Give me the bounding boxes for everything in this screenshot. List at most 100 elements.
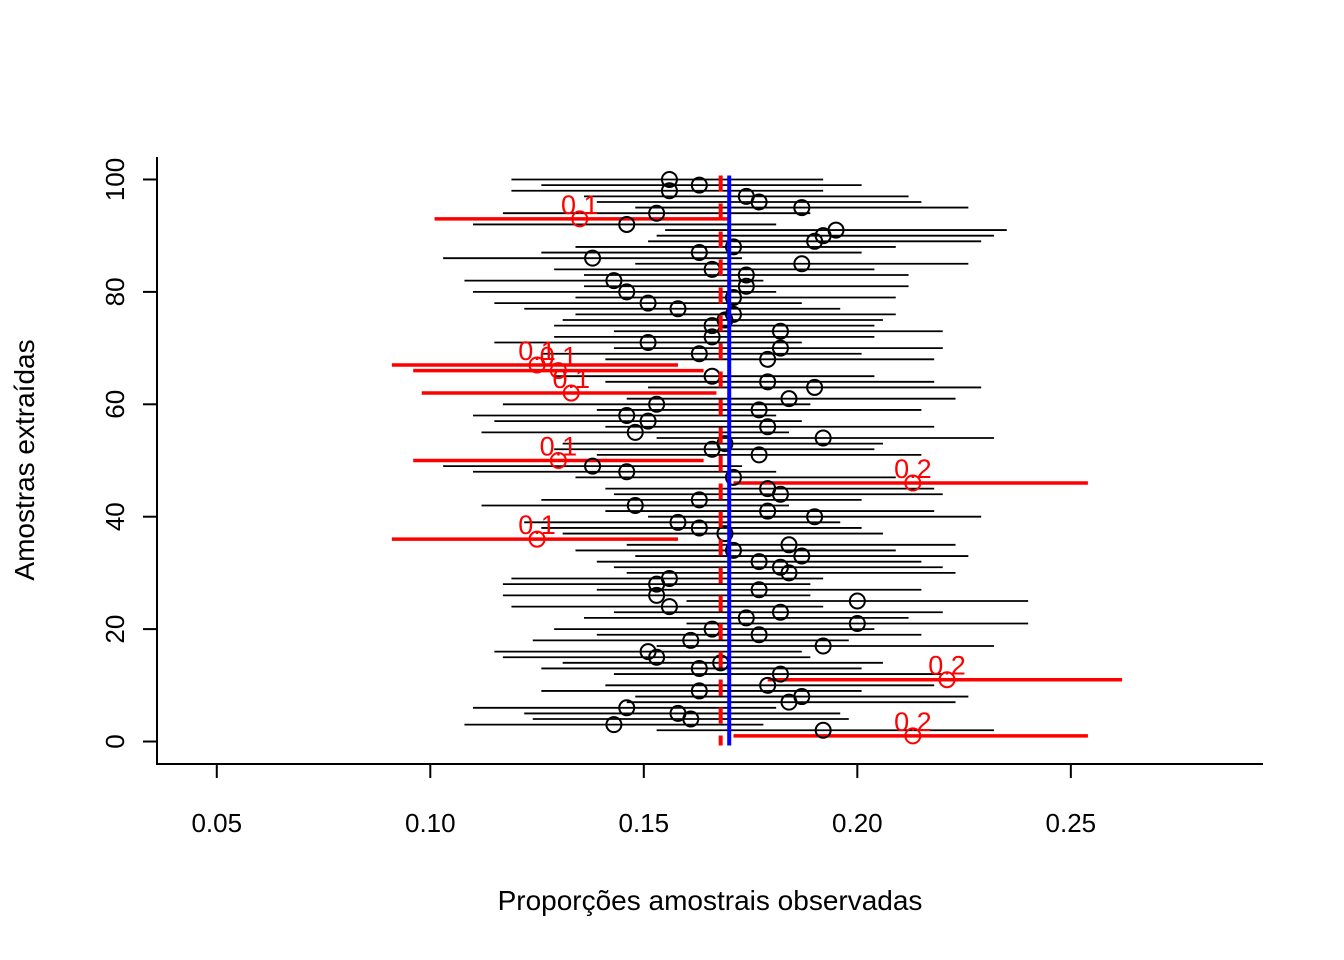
estimate-point [750,581,768,599]
estimate-point [759,373,777,391]
estimate-point [814,637,832,655]
estimate-point [724,289,742,307]
outlier-label: 0.2 [928,651,966,681]
estimate-point [660,170,678,188]
estimate-point [660,570,678,588]
estimate-point [724,541,742,559]
estimate-point [618,283,636,301]
estimate-point [639,643,657,661]
estimate-point [584,249,602,267]
estimate-point [549,362,567,380]
estimate-point [771,339,789,357]
estimate-point [771,322,789,340]
estimate-point [806,508,824,526]
estimate-point [690,345,708,363]
estimate-point [759,502,777,520]
estimate-point [806,378,824,396]
estimate-point [737,277,755,295]
estimate-point [605,272,623,290]
estimate-point [938,671,956,689]
estimate-point [737,266,755,284]
estimate-point [814,429,832,447]
y-axis-ticks: 0 20 40 60 80 100 [100,158,157,749]
estimate-point [690,519,708,537]
estimate-point [528,356,546,374]
estimate-point [724,305,742,323]
x-tick-label: 0.25 [1046,808,1097,838]
estimate-point [618,463,636,481]
estimate-point [571,210,589,228]
estimate-point [780,536,798,554]
y-tick-label: 60 [100,390,130,419]
outlier-label: 0.1 [561,190,599,220]
estimate-point [759,676,777,694]
estimate-point [690,659,708,677]
outlier-label: 0.2 [894,707,932,737]
estimate-point [904,727,922,745]
outlier-label: 0.1 [518,510,556,540]
estimate-point [780,564,798,582]
estimate-point [584,457,602,475]
estimate-point [639,412,657,430]
estimate-point [626,496,644,514]
estimate-point [690,491,708,509]
x-axis-title: Proporções amostrais observadas [498,885,923,916]
y-tick-label: 20 [100,615,130,644]
estimate-point [771,665,789,683]
estimate-point [618,407,636,425]
estimate-point [690,176,708,194]
estimate-point [750,553,768,571]
estimate-point [660,598,678,616]
estimate-point [737,609,755,627]
estimate-point [848,592,866,610]
estimate-point [626,423,644,441]
estimate-point [737,187,755,205]
outlier-label: 0.1 [540,432,578,462]
estimate-point [648,395,666,413]
x-axis-ticks: 0.05 0.10 0.15 0.20 0.25 [191,764,1096,838]
interval-lines [391,178,1123,738]
outlier-label: 0.1 [518,336,556,366]
outlier-label: 0.1 [552,364,590,394]
outlier-labels: 0.20.20.10.20.10.10.10.10.1 [518,190,965,737]
estimate-point [716,525,734,543]
estimate-point [904,474,922,492]
estimate-point [827,221,845,239]
y-tick-label: 0 [100,734,130,748]
estimate-point [759,350,777,368]
estimate-point [690,682,708,700]
estimate-point [605,716,623,734]
estimate-point [716,311,734,329]
estimate-point [771,603,789,621]
estimate-point [793,255,811,273]
estimate-point [848,614,866,632]
estimate-point [549,452,567,469]
estimate-point [669,513,687,531]
y-tick-label: 80 [100,277,130,306]
estimate-point [648,204,666,222]
estimate-point [639,333,657,351]
axes [156,157,1263,765]
x-axis-line [156,157,1263,765]
y-axis-title: Amostras extraídas [9,339,40,580]
estimate-point [690,244,708,262]
estimate-point [682,631,700,649]
estimate-points [528,170,956,745]
x-tick-label: 0.10 [405,808,456,838]
estimate-point [639,294,657,312]
reference-lines [718,175,732,746]
estimate-point [669,704,687,722]
estimate-point [716,435,734,453]
estimate-point [750,401,768,419]
estimate-point [793,688,811,706]
x-tick-label: 0.05 [191,808,242,838]
estimate-point [771,558,789,576]
estimate-point [724,238,742,256]
outlier-label: 0.1 [540,342,578,372]
estimate-point [750,446,768,464]
estimate-point [806,232,824,250]
x-tick-label: 0.20 [832,808,883,838]
estimate-point [793,547,811,565]
estimate-point [562,384,580,402]
